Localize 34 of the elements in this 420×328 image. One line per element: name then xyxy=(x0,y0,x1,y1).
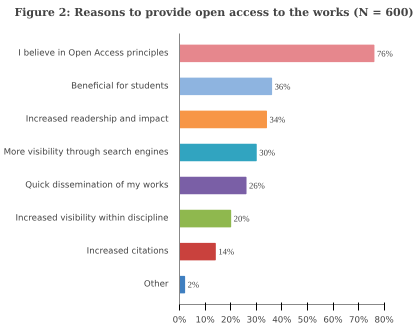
data-label: 14% xyxy=(218,246,234,257)
x-tick-label: 80% xyxy=(374,316,394,326)
y-tick-label: More visibility through search engines xyxy=(4,147,169,158)
bar xyxy=(180,144,257,162)
bar xyxy=(180,276,186,294)
x-tick-label: 40% xyxy=(272,316,292,326)
data-label: 2% xyxy=(188,280,200,290)
y-tick-label: Other xyxy=(144,280,169,290)
x-tick-label: 30% xyxy=(246,316,266,326)
bar xyxy=(180,110,267,128)
x-tick-label: 50% xyxy=(298,316,318,326)
y-tick-label: Beneficial for students xyxy=(71,81,169,92)
data-label: 36% xyxy=(274,81,290,92)
x-tick-label: 0% xyxy=(172,316,186,326)
x-tick-label: 60% xyxy=(323,316,343,326)
bar xyxy=(180,78,272,96)
y-tick-label: Increased readership and impact xyxy=(26,114,170,124)
y-tick-label: Quick dissemination of my works xyxy=(25,180,169,191)
y-tick-label: Increased citations xyxy=(86,246,169,257)
chart-title: Figure 2: Reasons to provide open access to the works (N = 600) xyxy=(14,5,414,21)
data-label: 76% xyxy=(376,48,393,58)
bar xyxy=(180,176,247,194)
bar xyxy=(180,210,232,228)
data-label: 26% xyxy=(249,180,265,191)
bar xyxy=(180,44,374,62)
x-tick-label: 20% xyxy=(221,316,240,326)
y-tick-label: Increased visibility within discipline xyxy=(16,214,169,224)
data-label: 30% xyxy=(259,147,276,158)
x-tick-label: 10% xyxy=(195,316,215,326)
x-tick-label: 70% xyxy=(348,316,368,326)
data-label: 20% xyxy=(234,214,250,224)
y-tick-label: I believe in Open Access principles xyxy=(18,48,169,58)
data-label: 34% xyxy=(269,114,286,124)
bar xyxy=(180,242,216,260)
